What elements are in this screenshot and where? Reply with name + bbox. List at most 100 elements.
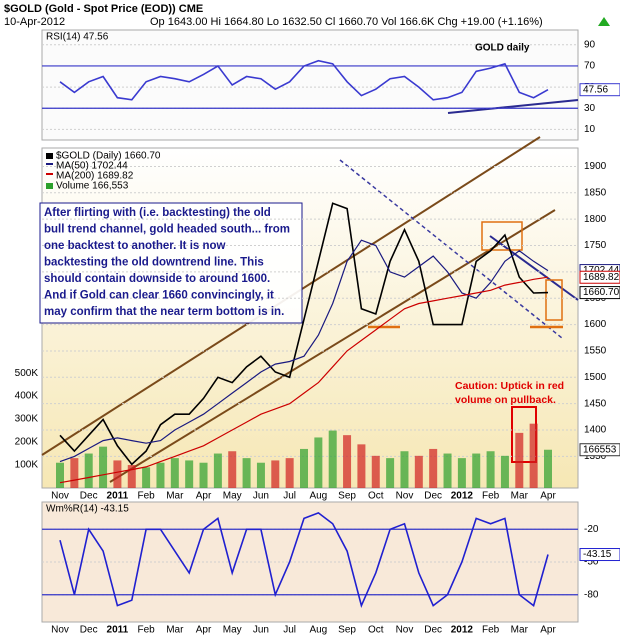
volume-bar [515,432,524,488]
x-tick-label: Aug [309,625,327,636]
volume-bar [228,451,237,488]
header-title: $GOLD (Gold - Spot Price (EOD)) CME [4,3,203,15]
y-tick-label: 1400 [584,425,607,436]
x-tick-label: May [223,491,242,502]
y2-tick-label: 500K [15,368,39,379]
volume-bar [70,458,79,488]
legend-label: MA(200) 1689.82 [56,171,134,182]
x-tick-label: Sep [338,491,356,502]
volume-bar [357,444,366,488]
annotation-line: backtesting the old downtrend line. This [44,257,264,269]
y2-tick-label: 300K [15,414,39,425]
volume-bar [443,453,452,488]
volume-bar [213,453,222,488]
volume-bar [400,451,409,488]
y2-tick-label: 100K [15,460,39,471]
last-value-label: 47.56 [583,84,608,95]
y-tick-label: 1600 [584,319,607,330]
last-value-label: 1702.44 [583,265,620,276]
volume-bar [371,455,380,488]
y-tick-label: 1450 [584,398,607,409]
annotation: GOLD daily [475,43,530,54]
x-tick-label: 2012 [451,491,474,502]
caution-line: volume on pullback. [455,394,556,406]
x-tick-label: 2012 [451,625,474,636]
volume-bar [185,460,194,488]
trend-line [489,235,579,301]
volume-bar [199,462,208,488]
x-tick-label: Mar [166,625,184,636]
x-tick-label: Oct [368,491,384,502]
annotation-line: may confirm that the near term bottom is… [44,306,284,318]
channel-line [109,209,556,483]
x-tick-label: Mar [511,491,529,502]
volume-bar [457,458,466,488]
volume-bar [84,453,93,488]
volume-bar [500,455,509,488]
panel-title: Wm%R(14) -43.15 [46,504,129,515]
y-tick-label: 1900 [584,161,607,172]
x-tick-label: Mar [166,491,184,502]
volume-bar [414,455,423,488]
last-value-label: 166553 [583,444,617,455]
x-tick-label: Feb [482,625,500,636]
annotation-line: bull trend channel, gold headed south...… [44,224,290,236]
y-tick-label: 10 [584,124,596,135]
x-tick-label: Nov [51,625,69,636]
last-value-box [579,83,620,97]
last-value-label: -43.15 [583,549,612,560]
volume-bar [429,448,438,488]
x-tick-label: Jun [253,625,269,636]
x-tick-label: Dec [424,625,442,636]
volume-bar [170,458,179,488]
header-quote: Op 1643.00 Hi 1664.80 Lo 1632.50 Cl 1660… [150,16,543,28]
y-tick-label: 70 [584,61,596,72]
x-tick-label: Feb [482,491,500,502]
volume-bar [113,460,122,488]
x-tick-label: Nov [51,491,69,502]
legend-swatch [46,153,53,159]
x-tick-label: Sep [338,625,356,636]
volume-bar [142,467,151,488]
legend-label: MA(50) 1702.44 [56,161,128,172]
volume-bar [486,451,495,488]
x-tick-label: Nov [396,491,414,502]
x-tick-label: May [223,625,242,636]
last-value-box [579,286,620,300]
header-date: 10-Apr-2012 [4,16,65,28]
volume-bar [544,449,552,488]
x-tick-label: Feb [138,491,156,502]
x-tick-label: Apr [196,625,212,636]
x-tick-label: Oct [368,625,384,636]
x-tick-label: Jul [283,491,296,502]
caution-line: Caution: Uptick in red [455,380,564,392]
annotation-line: After flirting with (i.e. backtesting) t… [44,207,271,219]
x-tick-label: Dec [80,491,98,502]
annotation-line: And if Gold can clear 1660 convincingly,… [44,290,274,302]
volume-bar [56,462,64,488]
volume-bar [156,462,165,488]
legend-swatch [46,183,53,189]
volume-bar [529,423,538,488]
x-tick-label: Dec [424,491,442,502]
volume-bar [314,437,323,488]
downtrend-line [339,159,563,339]
legend-swatch [46,173,53,175]
line-series [59,511,549,609]
x-tick-label: Apr [196,491,212,502]
y2-tick-label: 400K [15,391,39,402]
last-value-box [579,443,620,457]
x-tick-label: Dec [80,625,98,636]
volume-bar [386,458,395,488]
legend-label: $GOLD (Daily) 1660.70 [56,151,161,162]
x-tick-label: Jun [253,491,269,502]
line-series [59,276,549,484]
y-tick-label: 1350 [584,451,607,462]
y-tick-label: 1750 [584,240,607,251]
y-tick-label: 1800 [584,214,607,225]
last-value-box [579,548,620,562]
annotation-line: should contain downside to around 1600. [44,273,270,285]
x-tick-label: Mar [511,625,529,636]
line-series [59,202,549,466]
